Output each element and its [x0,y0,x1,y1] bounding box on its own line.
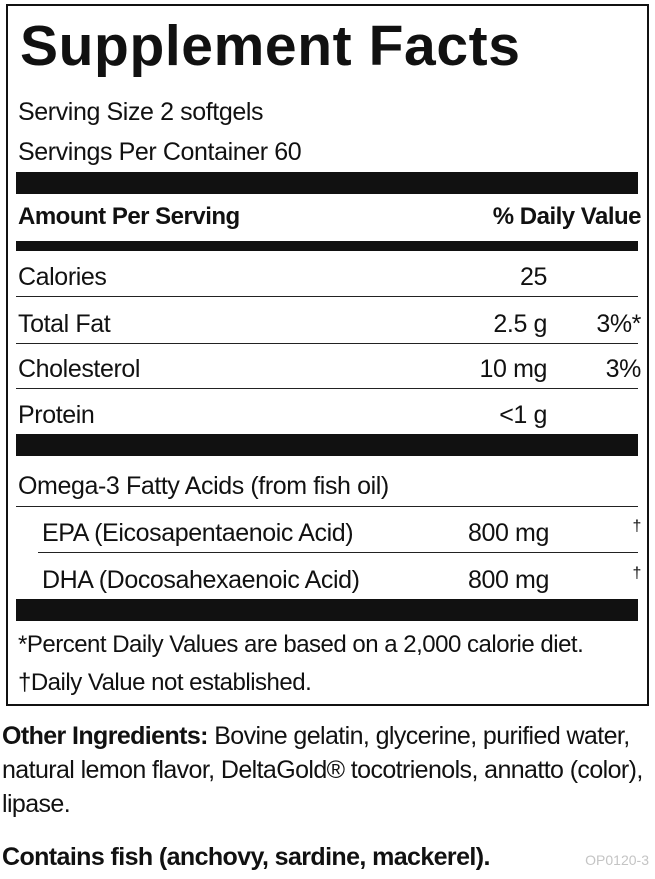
serving-size: Serving Size 2 softgels [18,98,264,126]
row-divider [16,343,638,344]
fatty-acid-name: EPA (Eicosapentaenoic Acid) [42,519,354,547]
other-ingredients-label: Other Ingredients: [2,722,208,750]
fatty-acid-amount: 800 mg [468,519,549,547]
row-divider [16,506,638,507]
nutrient-amount: 25 [519,263,547,291]
dagger-mark: † [632,565,642,582]
thick-divider-bottom [16,599,638,621]
thick-divider-top [16,172,638,194]
footnote-dv-not-established: †Daily Value not established. [18,669,312,696]
servings-per-container: Servings Per Container 60 [18,138,302,166]
row-divider [16,296,638,297]
nutrient-row-total-fat: Total Fat 2.5 g 3%* [8,303,647,343]
product-code: OP0120-3 [585,852,649,868]
nutrient-amount: 2.5 g [493,310,547,338]
row-divider [38,552,638,553]
nutrient-dv: 3% [605,355,642,383]
omega-3-heading: Omega-3 Fatty Acids (from fish oil) [18,472,389,500]
allergen-statement: Contains fish (anchovy, sardine, mackere… [2,843,490,871]
fatty-acid-row-epa: EPA (Eicosapentaenoic Acid) 800 mg † [8,512,647,552]
medium-divider [16,241,638,251]
other-ingredients-text: Bovine gelatin, glycerine, purified wate… [2,722,643,818]
footnote-percent-dv: *Percent Daily Values are based on a 2,0… [18,631,584,658]
nutrient-dv: 3%* [596,310,641,338]
nutrient-name: Total Fat [18,310,111,338]
nutrient-row-protein: Protein <1 g [8,394,647,434]
nutrient-row-calories: Calories 25 [8,256,647,296]
nutrient-amount: 10 mg [479,355,548,383]
fatty-acid-name: DHA (Docosahexaenoic Acid) [42,566,360,594]
fatty-acid-row-dha: DHA (Docosahexaenoic Acid) 800 mg † [8,559,647,599]
amount-per-serving-header: Amount Per Serving [18,203,240,230]
thick-divider-middle [16,434,638,456]
nutrient-amount: <1 g [499,401,547,429]
nutrient-name: Calories [18,263,107,291]
daily-value-header: % Daily Value [492,203,642,230]
panel-title: Supplement Facts [20,14,521,78]
nutrient-name: Protein [18,401,95,429]
supplement-facts-panel: Supplement Facts Serving Size 2 softgels… [6,4,649,706]
nutrient-name: Cholesterol [18,355,141,383]
nutrient-row-cholesterol: Cholesterol 10 mg 3% [8,348,647,388]
fatty-acid-amount: 800 mg [468,566,549,594]
dagger-mark: † [632,518,642,535]
row-divider [16,388,638,389]
other-ingredients: Other Ingredients: Bovine gelatin, glyce… [2,719,652,821]
